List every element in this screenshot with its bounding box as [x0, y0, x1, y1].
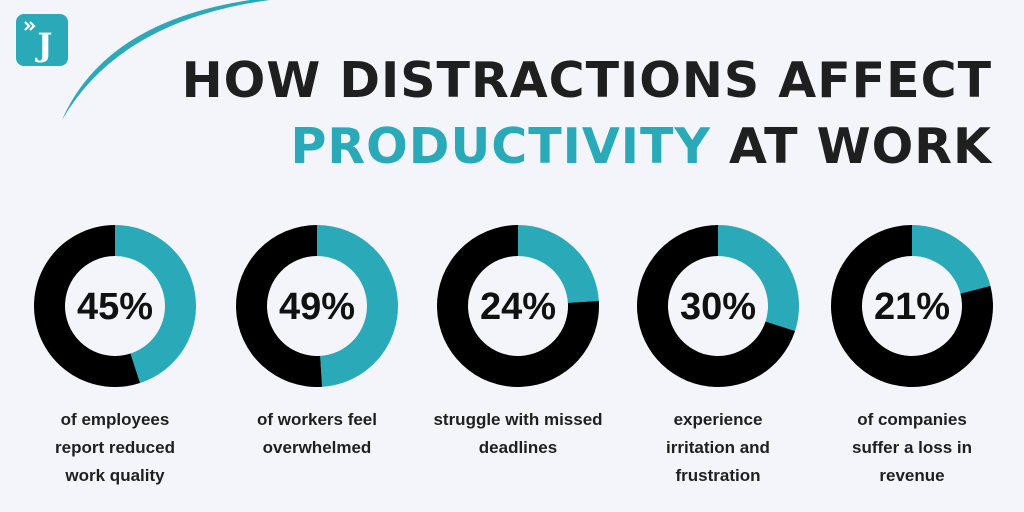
decorative-swoosh [62, 0, 270, 120]
donut-percent-label: 30% [680, 286, 756, 328]
stat-caption-line: of employees [60, 410, 170, 429]
donut-slice-remainder [831, 225, 994, 388]
donut-slice-remainder [636, 225, 796, 387]
stat-caption-line: deadlines [478, 438, 558, 457]
stat-caption-line: overwhelmed [262, 438, 372, 457]
stat-caption-line: experience [673, 410, 763, 429]
stat-caption: of employees report reduced work quality [20, 406, 210, 490]
logo-mark: J [24, 21, 53, 64]
donut-slice-remainder [235, 225, 323, 388]
donut-slice-value [912, 225, 991, 294]
donut-slice-value [518, 225, 599, 303]
donut-percent-label: 24% [480, 286, 556, 328]
stat-caption-line: struggle with missed [433, 410, 603, 429]
stat-caption: experience irritation and frustration [623, 406, 813, 490]
donut-slice-value [718, 225, 799, 332]
stat-caption-line: work quality [65, 466, 165, 485]
logo-letter: J [34, 26, 52, 64]
logo: J [16, 14, 68, 66]
donut-slice-remainder [437, 225, 599, 387]
stat-caption-line: of workers feel [257, 410, 377, 429]
stat-caption-line: suffer a loss in [852, 438, 972, 457]
stat-caption-line: frustration [675, 466, 761, 485]
title-accent-word: PRODUCTIVITY [290, 118, 711, 175]
stat-caption: of workers feel overwhelmed [222, 406, 412, 462]
page-title-line-1: HOW DISTRACTIONS AFFECT [181, 52, 992, 109]
stat-caption-line: report reduced [55, 438, 175, 457]
donut-slice-value [115, 225, 197, 384]
title-rest: AT WORK [728, 118, 992, 175]
donut-slice-value [317, 225, 398, 387]
page-title-line-2: PRODUCTIVITY AT WORK [290, 118, 992, 175]
stat-caption: struggle with missed deadlines [423, 406, 613, 462]
stat-caption-line: of companies [857, 410, 967, 429]
donut-slice-remainder [34, 225, 141, 387]
donut-charts: 45% 49% 24% 30% 21% [34, 225, 994, 388]
double-chevron-right-icon [24, 21, 36, 31]
stat-caption: of companies suffer a loss in revenue [817, 406, 1007, 490]
donut-percent-label: 45% [77, 286, 153, 328]
stat-caption-line: irritation and [666, 438, 770, 457]
donut-percent-label: 21% [874, 286, 950, 328]
stat-caption-line: revenue [879, 466, 945, 485]
donut-percent-label: 49% [279, 286, 355, 328]
